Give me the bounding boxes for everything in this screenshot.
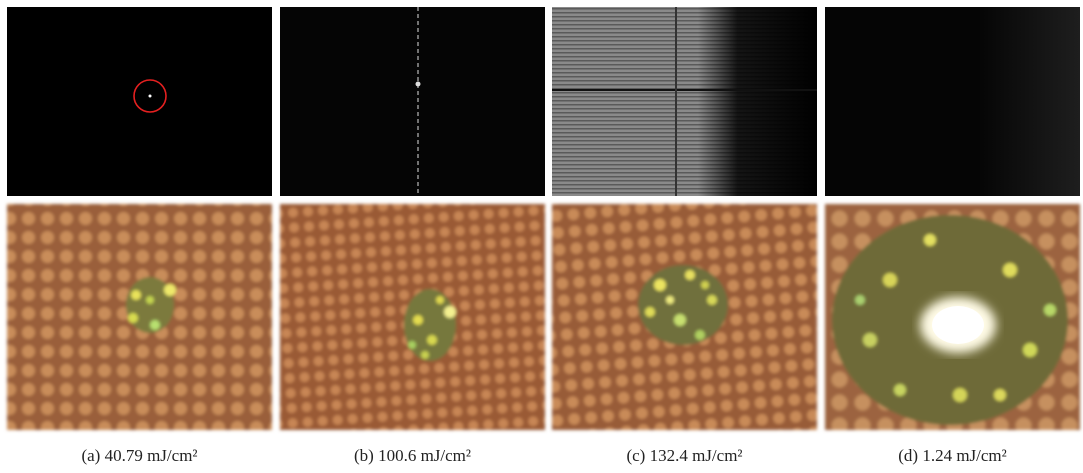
image-c-bottom bbox=[552, 204, 817, 430]
image-a-top bbox=[7, 7, 272, 196]
bright-core bbox=[932, 306, 984, 344]
caption: (d) 1.24 mJ/cm² bbox=[820, 446, 1083, 466]
image-d-top bbox=[825, 7, 1080, 196]
image-a-bottom bbox=[7, 204, 272, 430]
image-b-bottom bbox=[280, 204, 545, 430]
image-b-top bbox=[280, 7, 545, 196]
caption: (a) 40.79 mJ/cm² bbox=[7, 446, 272, 466]
spot bbox=[149, 95, 152, 98]
panels bbox=[0, 0, 1083, 440]
caption: (b) 100.6 mJ/cm² bbox=[280, 446, 545, 466]
spot bbox=[416, 82, 421, 87]
figure: (a) 40.79 mJ/cm² (b) 100.6 mJ/cm² (c) 13… bbox=[0, 0, 1083, 473]
shade bbox=[552, 7, 817, 196]
caption: (c) 132.4 mJ/cm² bbox=[552, 446, 817, 466]
